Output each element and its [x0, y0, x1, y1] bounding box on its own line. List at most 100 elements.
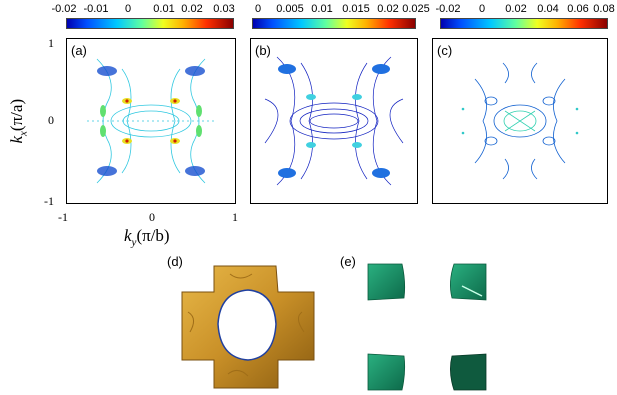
contour: [355, 62, 368, 180]
colorbar-tick: 0.025: [402, 3, 430, 15]
contour: [474, 78, 487, 164]
panel-b: (b): [250, 38, 418, 204]
fermi-pocket-top-right: [450, 263, 487, 301]
hotspot: [100, 105, 106, 117]
panel-e-label: (e): [340, 254, 356, 269]
x-axis-label: ky(π/b): [124, 226, 170, 248]
xtick-right: 1: [232, 210, 238, 224]
hotspot: [306, 94, 316, 100]
panel-d-label: (d): [167, 254, 183, 269]
ytick-mid: 0: [48, 113, 54, 127]
contour: [122, 110, 180, 132]
hotspot: [461, 107, 465, 111]
colorbar-b: [252, 18, 416, 29]
colorbar-c-ticks: -0.02 0 0.02 0.04 0.06 0.08: [430, 3, 614, 17]
colorbar-tick: 0.03: [213, 3, 235, 15]
hotspot: [97, 66, 117, 76]
hotspot: [125, 139, 129, 143]
hotspot: [173, 99, 177, 103]
contour: [493, 104, 547, 138]
colorbar-tick: 0.02: [505, 3, 527, 15]
fermi-pocket-bottom-right: [450, 353, 487, 391]
contour: [372, 56, 392, 186]
contour: [542, 136, 556, 146]
ytick-top: 1: [48, 36, 54, 50]
colorbar-tick: 0.015: [342, 3, 370, 15]
hotspot: [97, 166, 117, 176]
contour: [299, 108, 369, 134]
colorbar-tick: -0.02: [51, 3, 77, 15]
hotspot: [461, 131, 465, 135]
colorbar-tick: 0.02: [377, 3, 399, 15]
hotspot: [185, 166, 205, 176]
hotspot: [306, 142, 316, 148]
xtick-mid: 0: [149, 210, 155, 224]
hotspot: [100, 125, 106, 137]
panel-c-label: (c): [437, 43, 453, 58]
fermi-surface-shading: [187, 273, 305, 377]
panel-a: (a): [66, 38, 236, 204]
hotspot: [278, 64, 296, 74]
colorbar-tick: 0: [478, 3, 486, 15]
contour: [531, 158, 538, 180]
contour: [170, 68, 181, 174]
contour: [502, 62, 509, 84]
fermi-surface-hole: [217, 289, 277, 361]
y-axis-label-rest: (π/a): [7, 98, 27, 132]
colorbar-c: [440, 18, 608, 29]
hotspot: [196, 105, 202, 117]
contour: [300, 62, 313, 180]
colorbar-tick: 0: [254, 3, 262, 15]
colorbar-tick: -0.02: [435, 3, 461, 15]
colorbar-tick: 0.01: [311, 3, 333, 15]
colorbar-tick: 0.08: [593, 3, 615, 15]
panel-b-contours: [264, 56, 404, 186]
colorbar-tick: 0.06: [567, 3, 589, 15]
contour: [264, 98, 279, 144]
contour: [289, 102, 379, 140]
fermi-pocket-top-left: [367, 263, 406, 301]
colorbar-a: [66, 18, 234, 29]
panel-b-label: (b): [255, 43, 271, 58]
y-axis-label-k: k: [7, 135, 27, 144]
colorbar-b-ticks: 0 0.005 0.01 0.015 0.02 0.025: [248, 3, 430, 17]
contour: [502, 158, 509, 180]
hotspot: [372, 64, 390, 74]
hotspot: [575, 131, 579, 135]
fermi-surface-d: [181, 265, 315, 389]
x-axis-label-sub: y: [131, 236, 137, 249]
colorbar-tick: 0.04: [537, 3, 559, 15]
hotspot: [278, 168, 296, 178]
contour: [484, 136, 498, 146]
colorbar-tick: -0.01: [83, 3, 109, 15]
contour: [276, 56, 296, 186]
contour: [553, 78, 566, 164]
colorbar-tick: 0.02: [181, 3, 203, 15]
panel-c-contours: [461, 62, 579, 180]
panel-a-contours: [87, 58, 215, 184]
panel-c: (c): [432, 38, 608, 204]
y-axis-label-sub: x: [17, 131, 30, 136]
x-axis-label-k: k: [124, 226, 132, 245]
hotspot: [575, 107, 579, 111]
contour: [542, 96, 556, 106]
x-axis-label-rest: (π/b): [136, 226, 170, 245]
contour: [110, 104, 192, 138]
hotspot: [196, 125, 202, 137]
hotspot: [352, 142, 362, 148]
hotspot: [185, 66, 205, 76]
colorbar-tick: 0.01: [153, 3, 175, 15]
colorbar-tick: 0.005: [276, 3, 304, 15]
contour: [484, 96, 498, 106]
y-axis-label: kx(π/a): [7, 99, 29, 144]
ytick-bottom: -1: [44, 194, 54, 208]
fermi-pocket-bottom-left: [367, 353, 406, 391]
contour: [389, 98, 404, 144]
hotspot: [352, 94, 362, 100]
hotspot: [173, 139, 177, 143]
contour: [309, 113, 359, 129]
colorbar-tick: 0: [124, 3, 132, 15]
colorbar-a-ticks: -0.02 -0.01 0 0.01 0.02 0.03: [51, 3, 238, 17]
contour: [503, 110, 537, 132]
contour: [531, 62, 538, 84]
